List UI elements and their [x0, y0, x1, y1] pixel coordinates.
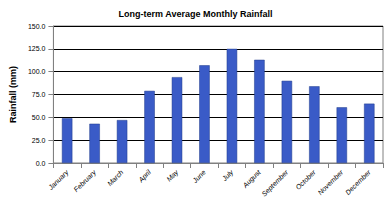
svg-text:October: October — [294, 168, 317, 191]
svg-text:Long-term Average Monthly Rain: Long-term Average Monthly Rainfall — [119, 9, 273, 19]
svg-text:January: January — [46, 168, 70, 192]
svg-text:June: June — [191, 168, 207, 184]
svg-text:75.0: 75.0 — [32, 91, 46, 98]
svg-text:November: November — [317, 168, 345, 196]
svg-text:150.0: 150.0 — [28, 23, 46, 30]
svg-text:April: April — [136, 168, 153, 185]
svg-text:0.0: 0.0 — [36, 160, 46, 167]
svg-text:December: December — [344, 168, 372, 196]
svg-text:February: February — [72, 168, 98, 194]
svg-text:July: July — [220, 168, 236, 184]
svg-text:September: September — [260, 168, 290, 198]
svg-text:100.0: 100.0 — [28, 68, 46, 75]
svg-text:Rainfall (mm): Rainfall (mm) — [8, 66, 18, 123]
svg-text:50.0: 50.0 — [32, 114, 46, 121]
svg-text:May: May — [165, 168, 180, 183]
svg-text:August: August — [241, 168, 263, 190]
svg-text:March: March — [106, 168, 125, 187]
svg-text:25.0: 25.0 — [32, 137, 46, 144]
svg-text:125.0: 125.0 — [28, 45, 46, 52]
